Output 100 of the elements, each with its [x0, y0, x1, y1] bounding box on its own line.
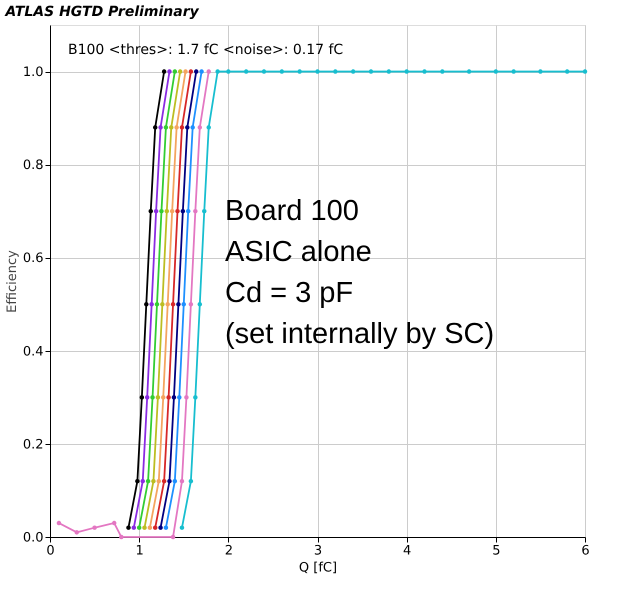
point [149, 302, 154, 307]
point [158, 125, 163, 130]
annotation: B100 <thres>: 1.7 fC <noise>: 0.17 fC [68, 42, 344, 58]
point [315, 69, 320, 74]
point [422, 69, 427, 74]
point [164, 125, 168, 130]
point [188, 478, 194, 484]
point [144, 395, 150, 400]
point [92, 525, 97, 530]
y-tick-label: 1.0 [22, 65, 44, 80]
point [202, 208, 206, 214]
point [172, 478, 178, 484]
point [350, 69, 356, 74]
point [154, 208, 158, 214]
point [180, 208, 186, 214]
point [170, 302, 176, 307]
point [150, 395, 155, 400]
point [404, 69, 409, 74]
point [226, 69, 231, 74]
point [154, 302, 160, 307]
point [158, 525, 163, 530]
point [152, 125, 158, 130]
point [140, 478, 145, 484]
point [174, 125, 179, 130]
point [188, 69, 194, 74]
point [162, 478, 166, 484]
point [440, 69, 445, 74]
point [132, 525, 136, 530]
point [175, 208, 180, 214]
point [244, 69, 248, 74]
point [160, 302, 165, 307]
point [280, 69, 284, 74]
point [182, 302, 186, 307]
x-tick-label: 5 [492, 544, 500, 558]
point [193, 208, 198, 214]
point [156, 478, 162, 484]
y-tick-label: 0.4 [22, 344, 44, 360]
point [165, 302, 170, 307]
x-tick-label: 3 [314, 544, 322, 558]
point [262, 69, 266, 74]
point [136, 525, 142, 530]
point [167, 478, 172, 484]
chart-title: ATLAS HGTD Preliminary [4, 4, 200, 20]
point [206, 125, 211, 130]
point [176, 302, 181, 307]
point [188, 302, 194, 307]
point [180, 125, 184, 130]
y-tick-label: 0.6 [22, 251, 44, 266]
point [511, 69, 516, 74]
point [74, 530, 79, 535]
y-tick-label: 0.2 [22, 437, 44, 452]
point [180, 525, 184, 530]
x-tick-label: 4 [403, 544, 412, 558]
point [135, 478, 140, 484]
point [172, 395, 176, 400]
point [494, 69, 498, 74]
point [184, 395, 189, 400]
point [297, 69, 302, 74]
point [180, 478, 184, 484]
point [186, 208, 190, 214]
point [193, 395, 198, 400]
point [56, 520, 62, 526]
point [582, 69, 588, 74]
point [386, 69, 392, 74]
point [199, 69, 204, 74]
point [172, 69, 178, 74]
y-axis-title: Efficiency [4, 250, 20, 313]
point [185, 125, 190, 130]
point [198, 125, 202, 130]
y-tick-label: 0.0 [22, 530, 44, 546]
point [564, 69, 570, 74]
point [178, 69, 182, 74]
x-tick-label: 1 [136, 544, 144, 558]
point [169, 125, 174, 130]
point [159, 208, 164, 214]
point [161, 395, 166, 400]
point [368, 69, 374, 74]
point [166, 395, 171, 400]
point [215, 69, 220, 74]
y-tick-label: 0.8 [22, 158, 44, 174]
point [194, 69, 198, 74]
point [164, 525, 168, 530]
point [152, 525, 158, 530]
point [538, 69, 543, 74]
point [170, 208, 174, 214]
point [146, 478, 150, 484]
x-axis-title: Q [fC] [298, 560, 338, 576]
point [177, 395, 182, 400]
point [126, 525, 131, 530]
point [167, 69, 172, 74]
x-tick-label: 2 [224, 544, 233, 558]
point [148, 208, 153, 214]
point [162, 69, 166, 74]
point [156, 395, 160, 400]
point [142, 525, 147, 530]
point [198, 302, 202, 307]
point [112, 520, 116, 526]
point [164, 208, 170, 214]
point [140, 395, 144, 400]
point [190, 125, 195, 130]
